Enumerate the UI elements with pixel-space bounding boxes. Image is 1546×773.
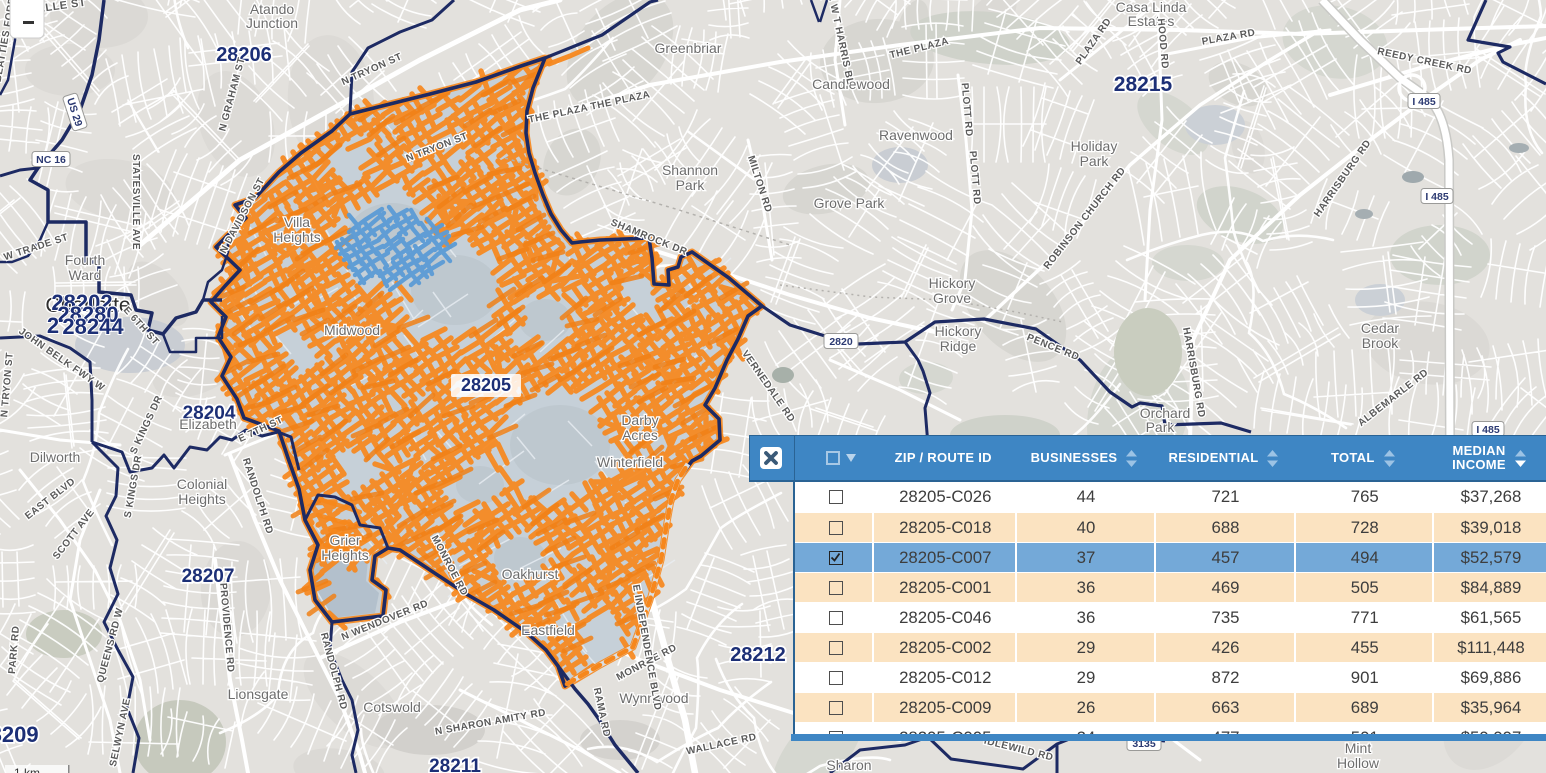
svg-text:1 km: 1 km	[14, 766, 40, 773]
svg-text:28202: 28202	[51, 290, 112, 315]
svg-text:Orchard: Orchard	[1140, 405, 1191, 421]
svg-text:Winterfield: Winterfield	[597, 454, 663, 470]
svg-text:Ward: Ward	[69, 267, 102, 283]
svg-text:Dilworth: Dilworth	[30, 449, 81, 465]
svg-text:Oakhurst: Oakhurst	[502, 566, 559, 582]
svg-text:Lionsgate: Lionsgate	[228, 686, 289, 702]
svg-text:28209: 28209	[0, 722, 39, 747]
svg-text:Estates: Estates	[1128, 13, 1175, 29]
svg-text:Ridge: Ridge	[940, 338, 977, 354]
svg-text:Elizabeth: Elizabeth	[179, 416, 237, 432]
svg-text:Candlewood: Candlewood	[812, 76, 890, 92]
svg-text:Park: Park	[1146, 419, 1176, 435]
svg-text:Fourth: Fourth	[65, 252, 105, 268]
svg-text:Grove: Grove	[933, 290, 971, 306]
svg-text:Holiday: Holiday	[1071, 138, 1118, 154]
svg-text:28207: 28207	[182, 566, 235, 587]
svg-text:Colonial: Colonial	[177, 476, 228, 492]
svg-text:Grove Park: Grove Park	[814, 195, 886, 211]
svg-text:28215: 28215	[1114, 73, 1173, 96]
svg-text:28212: 28212	[730, 644, 786, 666]
svg-text:Heights: Heights	[178, 491, 225, 507]
svg-text:28211: 28211	[429, 756, 481, 773]
svg-text:Hickory: Hickory	[935, 323, 982, 339]
svg-text:Park: Park	[1080, 153, 1110, 169]
svg-text:2820: 2820	[829, 336, 853, 348]
svg-text:Ravenwood: Ravenwood	[879, 127, 953, 143]
svg-text:STATESVILLE AVE: STATESVILLE AVE	[130, 154, 141, 250]
svg-text:Grier: Grier	[329, 532, 360, 548]
svg-text:Heights: Heights	[321, 547, 368, 563]
svg-text:28204: 28204	[183, 403, 236, 424]
svg-text:NC 16: NC 16	[36, 154, 66, 166]
svg-text:Atando: Atando	[250, 1, 295, 17]
svg-text:Darby: Darby	[621, 412, 658, 428]
svg-text:28280: 28280	[57, 302, 118, 327]
svg-text:Villa: Villa	[284, 214, 310, 230]
svg-text:Sharon: Sharon	[826, 757, 871, 773]
svg-text:Midwood: Midwood	[324, 322, 380, 338]
svg-text:Heights: Heights	[273, 229, 320, 245]
svg-text:28205: 28205	[461, 375, 511, 395]
svg-text:I 485: I 485	[1476, 424, 1500, 436]
svg-text:Junction: Junction	[246, 15, 298, 31]
svg-text:Hickory: Hickory	[929, 275, 976, 291]
svg-text:I 485: I 485	[1425, 191, 1449, 203]
svg-text:28206: 28206	[216, 44, 272, 66]
svg-text:28244: 28244	[62, 314, 124, 339]
svg-text:Greenbriar: Greenbriar	[655, 40, 722, 56]
svg-text:Cedar: Cedar	[1361, 320, 1399, 336]
svg-text:Wynnwood: Wynnwood	[619, 690, 688, 706]
svg-text:Hollow: Hollow	[1337, 755, 1380, 771]
svg-text:2: 2	[47, 313, 59, 338]
svg-text:Casa Linda: Casa Linda	[1116, 0, 1187, 15]
svg-text:Acres: Acres	[622, 427, 658, 443]
svg-text:Mint: Mint	[1345, 740, 1372, 756]
svg-text:Charlotte: Charlotte	[45, 294, 130, 317]
svg-text:Eastfield: Eastfield	[521, 622, 575, 638]
svg-text:Cotswold: Cotswold	[363, 699, 421, 715]
svg-text:Park: Park	[676, 177, 706, 193]
svg-text:Shannon: Shannon	[662, 162, 718, 178]
svg-text:Brook: Brook	[1362, 335, 1400, 351]
svg-text:I 485: I 485	[1412, 96, 1436, 108]
